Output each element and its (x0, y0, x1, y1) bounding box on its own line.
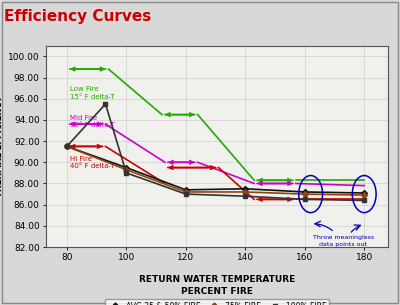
Text: Hi Fire
40° F delta-T: Hi Fire 40° F delta-T (70, 156, 114, 170)
Text: Efficiency Curves: Efficiency Curves (4, 9, 151, 24)
Text: Mid Fire
30° F delta-T: Mid Fire 30° F delta-T (70, 115, 114, 128)
Y-axis label: THERMAL EFFICIENCY: THERMAL EFFICIENCY (0, 96, 4, 197)
Text: RETURN WATER TEMPERATURE: RETURN WATER TEMPERATURE (139, 275, 295, 284)
Legend: AVG 25 & 50% FIRE, 75% FIRE, 100% FIRE: AVG 25 & 50% FIRE, 75% FIRE, 100% FIRE (105, 299, 329, 305)
Text: PERCENT FIRE: PERCENT FIRE (181, 287, 253, 296)
Text: Throw meaningless
data points out: Throw meaningless data points out (313, 235, 374, 247)
Text: Low Fire
15° F delta-T: Low Fire 15° F delta-T (70, 86, 114, 99)
